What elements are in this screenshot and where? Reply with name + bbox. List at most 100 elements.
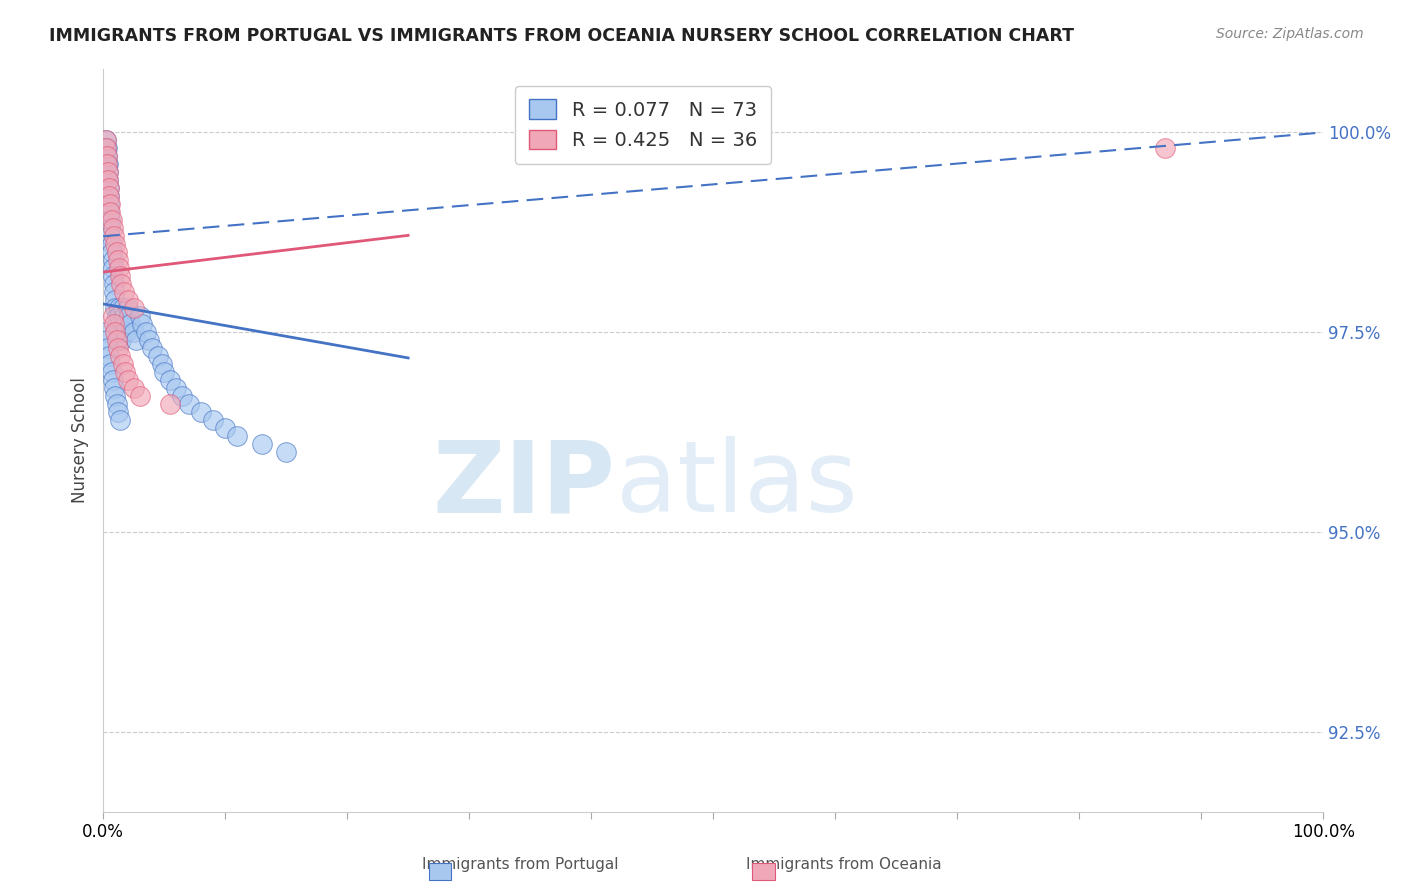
Point bbox=[128, 309, 150, 323]
Point bbox=[117, 373, 139, 387]
Point bbox=[97, 165, 120, 179]
Point bbox=[190, 405, 212, 419]
Point bbox=[108, 261, 131, 276]
Point bbox=[214, 421, 236, 435]
Point bbox=[112, 309, 135, 323]
Point bbox=[250, 437, 273, 451]
Point bbox=[122, 301, 145, 316]
Point bbox=[110, 325, 132, 339]
Point bbox=[177, 397, 200, 411]
Point bbox=[165, 381, 187, 395]
Legend: R = 0.077   N = 73, R = 0.425   N = 36: R = 0.077 N = 73, R = 0.425 N = 36 bbox=[516, 86, 770, 163]
Point bbox=[94, 133, 117, 147]
Point bbox=[150, 357, 173, 371]
Point bbox=[100, 229, 122, 244]
Point bbox=[100, 365, 122, 379]
Point bbox=[96, 149, 118, 163]
Point bbox=[98, 189, 121, 203]
Point bbox=[112, 285, 135, 300]
Point bbox=[101, 269, 124, 284]
Point bbox=[103, 277, 125, 292]
Point bbox=[101, 373, 124, 387]
Point bbox=[108, 301, 131, 316]
Point bbox=[128, 389, 150, 403]
Point bbox=[226, 429, 249, 443]
Point bbox=[114, 365, 136, 379]
Text: IMMIGRANTS FROM PORTUGAL VS IMMIGRANTS FROM OCEANIA NURSERY SCHOOL CORRELATION C: IMMIGRANTS FROM PORTUGAL VS IMMIGRANTS F… bbox=[49, 27, 1074, 45]
Point bbox=[108, 309, 131, 323]
Point bbox=[519, 141, 541, 155]
Point bbox=[117, 301, 139, 316]
Point bbox=[104, 237, 127, 252]
Point bbox=[100, 357, 122, 371]
Point bbox=[100, 237, 122, 252]
Point bbox=[1153, 141, 1175, 155]
Y-axis label: Nursery School: Nursery School bbox=[72, 377, 89, 503]
Point bbox=[131, 317, 153, 331]
Point bbox=[96, 157, 118, 171]
Point bbox=[146, 349, 169, 363]
Point bbox=[94, 141, 117, 155]
Point bbox=[114, 317, 136, 331]
Point bbox=[98, 349, 121, 363]
Point bbox=[97, 157, 120, 171]
Point bbox=[108, 413, 131, 427]
Point bbox=[138, 333, 160, 347]
Point bbox=[97, 173, 120, 187]
Point bbox=[101, 221, 124, 235]
Point bbox=[135, 325, 157, 339]
Point bbox=[104, 301, 127, 316]
Point bbox=[107, 341, 129, 355]
Point bbox=[96, 333, 118, 347]
Point bbox=[94, 133, 117, 147]
Point bbox=[605, 141, 627, 155]
Point bbox=[107, 253, 129, 268]
Point bbox=[101, 253, 124, 268]
Point bbox=[98, 189, 121, 203]
Point bbox=[98, 197, 121, 211]
Text: ZIP: ZIP bbox=[433, 436, 616, 533]
Point bbox=[107, 333, 129, 347]
Point bbox=[103, 381, 125, 395]
Point bbox=[111, 301, 134, 316]
Point bbox=[105, 333, 128, 347]
Point bbox=[98, 181, 121, 195]
Point bbox=[118, 309, 141, 323]
Point bbox=[103, 317, 125, 331]
Point bbox=[105, 317, 128, 331]
Point bbox=[108, 269, 131, 284]
Point bbox=[96, 141, 118, 155]
Point bbox=[96, 157, 118, 171]
Point bbox=[115, 325, 138, 339]
Text: Immigrants from Portugal: Immigrants from Portugal bbox=[422, 857, 619, 872]
Point bbox=[100, 213, 122, 227]
Point bbox=[97, 173, 120, 187]
Point bbox=[100, 245, 122, 260]
Point bbox=[108, 317, 131, 331]
Point bbox=[125, 333, 148, 347]
Point bbox=[110, 333, 132, 347]
Text: Immigrants from Oceania: Immigrants from Oceania bbox=[745, 857, 942, 872]
Point bbox=[97, 165, 120, 179]
Point bbox=[100, 213, 122, 227]
Point bbox=[96, 149, 118, 163]
Point bbox=[201, 413, 224, 427]
Point bbox=[104, 389, 127, 403]
Point bbox=[101, 309, 124, 323]
Point bbox=[105, 397, 128, 411]
Point bbox=[100, 205, 122, 219]
Point bbox=[103, 229, 125, 244]
Point bbox=[117, 293, 139, 308]
Point bbox=[105, 309, 128, 323]
Point bbox=[100, 221, 122, 235]
Point bbox=[98, 205, 121, 219]
Point bbox=[104, 293, 127, 308]
Point bbox=[122, 381, 145, 395]
Point bbox=[107, 405, 129, 419]
Point bbox=[122, 325, 145, 339]
Text: atlas: atlas bbox=[616, 436, 858, 533]
Point bbox=[97, 341, 120, 355]
Point bbox=[111, 357, 134, 371]
Point bbox=[159, 397, 181, 411]
Point bbox=[105, 245, 128, 260]
